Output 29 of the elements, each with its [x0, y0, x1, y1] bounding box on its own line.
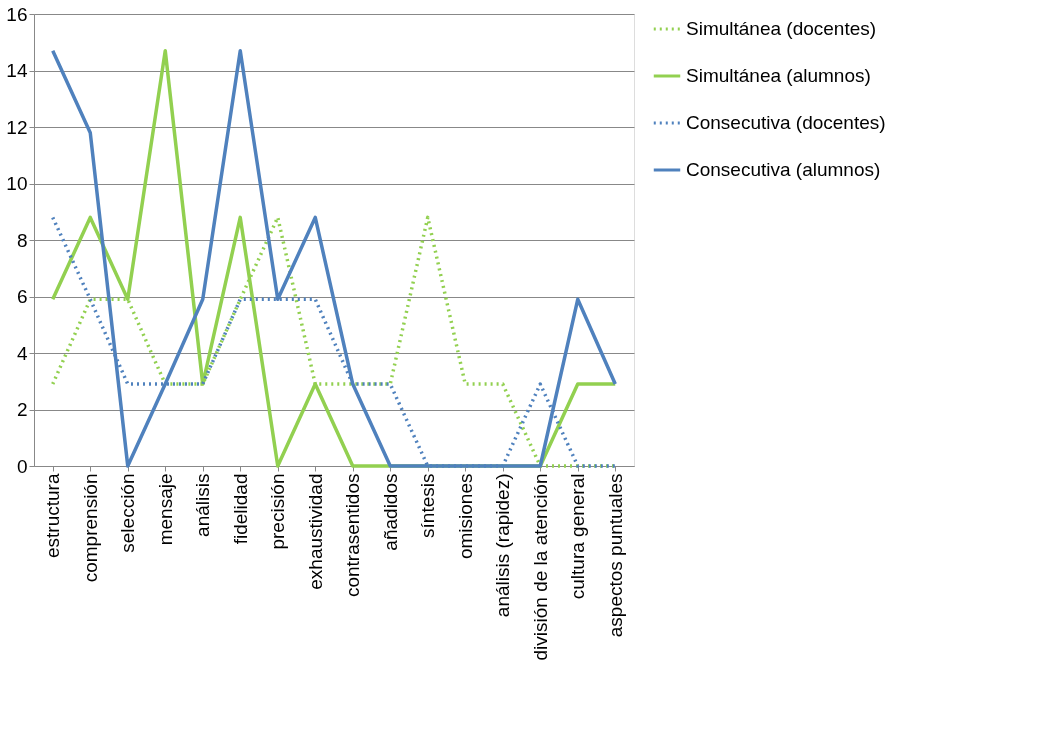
x-tick-label: selección	[117, 473, 139, 553]
x-tick-label: cultura general	[567, 473, 589, 600]
y-tick-label: 12	[6, 116, 28, 138]
x-tick-label: síntesis	[417, 473, 439, 538]
y-tick-label: 4	[16, 342, 28, 364]
y-tick-label: 2	[16, 399, 28, 420]
y-tick-label: 16	[6, 3, 28, 25]
x-tick-label: análisis (rapidez)	[492, 473, 514, 618]
x-tick-label: estructura	[42, 473, 64, 558]
x-tick-label: añadidos	[379, 473, 401, 551]
x-tick-label: aspectos puntuales	[604, 473, 626, 638]
legend-label: Consecutiva (docentes)	[686, 112, 886, 133]
x-tick-label: análisis	[192, 473, 214, 537]
x-tick-label: división de la atención	[529, 473, 551, 661]
x-tick-label: omisiones	[454, 473, 476, 560]
legend-label: Consecutiva (alumnos)	[686, 159, 881, 180]
y-tick-label: 8	[16, 229, 28, 251]
x-tick-label: fidelidad	[229, 473, 251, 545]
y-tick-label: 10	[6, 173, 28, 194]
x-tick-label: precisión	[267, 473, 289, 550]
legend-label: Simultánea (alumnos)	[686, 65, 871, 86]
x-tick-label: mensaje	[154, 473, 176, 546]
y-tick-label: 6	[16, 286, 28, 307]
x-tick-label: contrasentidos	[342, 473, 364, 598]
x-tick-label: comprensión	[79, 473, 101, 583]
y-tick-label: 14	[6, 60, 28, 81]
legend-label: Simultánea (docentes)	[686, 18, 877, 39]
y-tick-label: 0	[16, 455, 28, 477]
x-tick-label: exhaustividad	[304, 473, 326, 590]
